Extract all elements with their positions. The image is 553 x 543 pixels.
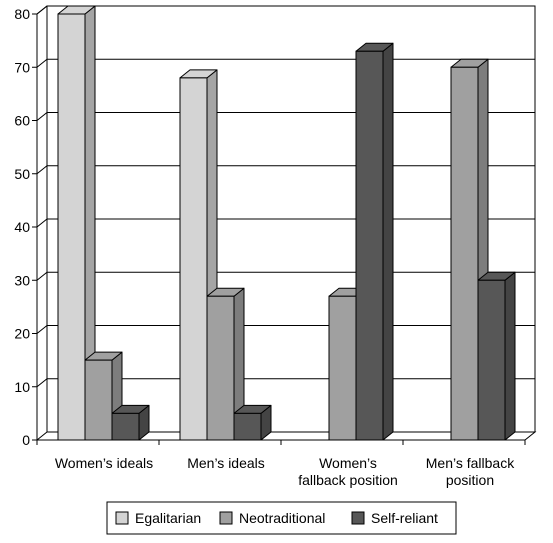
y-tick-label: 20	[14, 326, 30, 342]
legend-swatch	[351, 511, 365, 525]
x-category-label: Women’s fallback position	[298, 455, 398, 488]
x-category-label: Women’s ideals	[55, 455, 153, 471]
y-tick-label: 60	[14, 113, 30, 129]
y-tick-label: 0	[22, 432, 30, 448]
legend-label: Self-reliant	[371, 510, 438, 526]
bar-neotraditional-1	[206, 287, 245, 441]
legend-label: Egalitarian	[135, 510, 201, 526]
bar-egalitarian-0	[57, 5, 96, 441]
bars	[57, 5, 516, 441]
x-category-label: Men’s fallback position	[426, 455, 515, 488]
y-tick-label: 80	[14, 6, 30, 22]
bar-self-reliant-2	[355, 42, 394, 441]
y-tick-label: 30	[14, 272, 30, 288]
y-tick-label: 10	[14, 379, 30, 395]
y-tick-label: 50	[14, 166, 30, 182]
y-tick-label: 40	[14, 219, 30, 235]
legend-swatch	[115, 511, 129, 525]
legend-box	[106, 501, 457, 535]
bar-self-reliant-1	[233, 404, 272, 441]
legend-label: Neotraditional	[239, 510, 325, 526]
bar-self-reliant-3	[477, 271, 516, 441]
legend-swatch	[219, 511, 233, 525]
y-axis-ticks: 0 10 20 30 40 50 60 70 80	[14, 6, 37, 448]
x-axis-labels: Women’s ideals Men’s ideals Women’s fallbac…	[55, 455, 515, 488]
legend: Egalitarian Neotraditional Self-reliant	[106, 501, 457, 535]
bar-self-reliant-0	[111, 404, 150, 441]
y-tick-label: 70	[14, 59, 30, 75]
x-category-label: Men’s ideals	[187, 455, 265, 471]
